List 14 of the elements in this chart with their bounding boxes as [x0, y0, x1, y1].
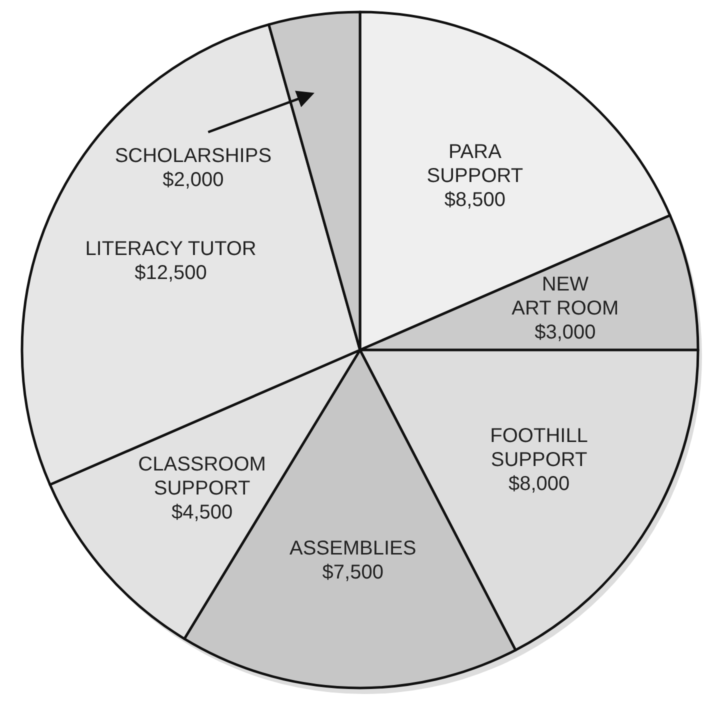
data-label: $7,500: [322, 561, 384, 584]
slice-label: LITERACY TUTOR: [85, 238, 256, 260]
data-label: $3,000: [534, 321, 596, 344]
data-label: $8,000: [508, 472, 570, 495]
slice-label: ASSEMBLIES: [289, 537, 416, 560]
data-label: $12,500: [134, 262, 207, 284]
slice-label: CLASSROOM SUPPORT: [138, 454, 266, 500]
slice-label: PARA SUPPORT: [426, 140, 524, 187]
data-label: $8,500: [444, 188, 506, 211]
slice-label: FOOTHILL SUPPORT: [490, 424, 588, 471]
slice-label: NEW ART ROOM: [512, 273, 619, 320]
slice-label: SCHOLARSHIPS: [114, 145, 272, 168]
data-label: $4,500: [171, 502, 233, 524]
data-label: $2,000: [162, 169, 224, 192]
